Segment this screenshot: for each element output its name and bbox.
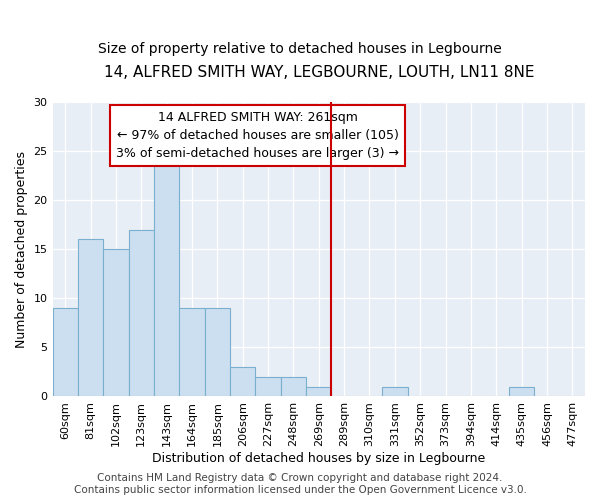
Bar	[281, 377, 306, 396]
Title: 14, ALFRED SMITH WAY, LEGBOURNE, LOUTH, LN11 8NE: 14, ALFRED SMITH WAY, LEGBOURNE, LOUTH, …	[104, 65, 534, 80]
Bar	[179, 308, 205, 396]
Bar	[256, 377, 281, 396]
Bar	[205, 308, 230, 396]
Bar	[154, 161, 179, 396]
Bar	[509, 386, 534, 396]
Text: Contains HM Land Registry data © Crown copyright and database right 2024.
Contai: Contains HM Land Registry data © Crown c…	[74, 474, 526, 495]
Bar	[103, 249, 128, 396]
Text: Size of property relative to detached houses in Legbourne: Size of property relative to detached ho…	[98, 42, 502, 56]
Text: 14 ALFRED SMITH WAY: 261sqm
← 97% of detached houses are smaller (105)
3% of sem: 14 ALFRED SMITH WAY: 261sqm ← 97% of det…	[116, 111, 399, 160]
Y-axis label: Number of detached properties: Number of detached properties	[15, 150, 28, 348]
Bar	[306, 386, 331, 396]
Bar	[53, 308, 78, 396]
Bar	[78, 240, 103, 396]
Bar	[128, 230, 154, 396]
X-axis label: Distribution of detached houses by size in Legbourne: Distribution of detached houses by size …	[152, 452, 485, 465]
Bar	[230, 367, 256, 396]
Bar	[382, 386, 407, 396]
